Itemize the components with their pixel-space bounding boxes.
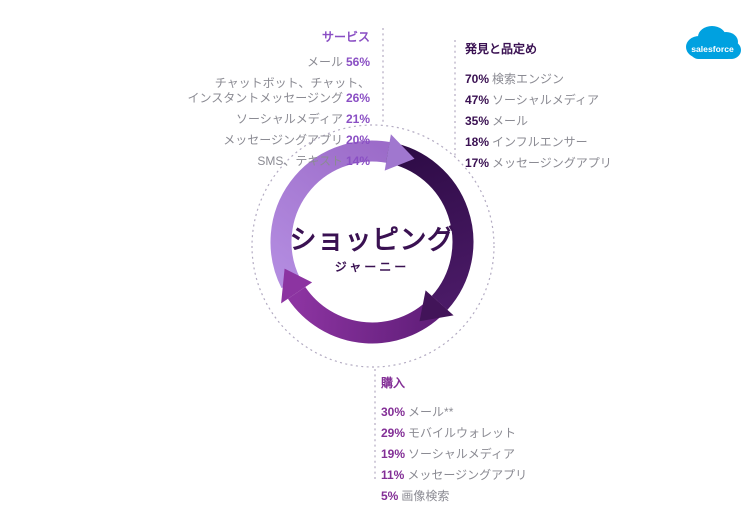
discovery-arrowhead-icon [419,290,454,322]
item-value: 20% [345,133,370,147]
section-discovery-header: 発見と品定め [465,42,538,56]
item-value: 47% [465,93,490,107]
list-item: SMS、テキスト 14% [120,154,370,169]
list-item: ソーシャルメディア 21% [120,112,370,127]
list-item: 70% 検索エンジン [465,72,695,87]
list-item: 47% ソーシャルメディア [465,93,695,108]
item-value: 35% [465,114,490,128]
item-value: 18% [465,135,490,149]
item-label: 画像検索 [401,489,450,503]
item-label: メッセージングアプリ [407,468,528,482]
section-service: サービス メール 56% チャットボット、チャット、 インスタントメッセージング 2… [120,28,370,175]
item-label: ソーシャルメディア [408,447,515,461]
item-label: モバイルウォレット [408,426,517,440]
list-item: 35% メール [465,114,695,129]
item-value: 19% [381,447,406,461]
list-item: チャットボット、チャット、 インスタントメッセージング 26% [120,76,370,106]
item-label: SMS、テキスト [257,154,343,168]
dotted-outline-circle [251,124,495,368]
section-service-header: サービス [321,30,370,44]
item-value: 30% [381,405,406,419]
item-label: メッセージングアプリ [223,133,343,147]
item-value: 56% [345,55,370,69]
salesforce-logo-text: salesforce [691,44,734,54]
item-label: インフルエンサー [492,135,588,149]
service-arc [270,140,390,289]
section-purchase: 購入 30% メール** 29% モバイルウォレット 19% ソーシャルメディア 11… [381,374,611,510]
item-label: チャットボット、チャット、 インスタントメッセージング [187,76,370,105]
list-item: 18% インフルエンサー [465,135,695,150]
purchase-arrowhead-icon [281,268,313,304]
item-value: 5% [381,489,399,503]
item-value: 29% [381,426,406,440]
item-label: メール [492,114,529,128]
salesforce-cloud-icon [686,26,741,59]
list-item: 30% メール** [381,405,611,420]
section-purchase-header: 購入 [381,376,406,390]
item-label: ソーシャルメディア [236,112,343,126]
list-item: 29% モバイルウォレット [381,426,611,441]
diagram-center-label: ショッピング ジャーニー [272,225,472,275]
list-item: 19% ソーシャルメディア [381,447,611,462]
diagram-subtitle: ジャーニー [334,260,410,274]
item-label: ソーシャルメディア [492,93,599,107]
list-item: 11% メッセージングアプリ [381,468,611,483]
item-value: 21% [345,112,370,126]
list-item: 17% メッセージングアプリ [465,156,695,171]
section-discovery: 発見と品定め 70% 検索エンジン 47% ソーシャルメディア 35% メール 18%… [465,40,695,177]
item-label: 検索エンジン [492,72,565,86]
diagram-title: ショッピング [289,225,455,255]
item-value: 70% [465,72,490,86]
discovery-arc [385,142,474,310]
list-item: 5% 画像検索 [381,489,611,504]
item-value: 14% [345,154,370,168]
item-value: 11% [381,468,405,482]
salesforce-logo: salesforce [686,26,741,59]
purchase-arc [287,286,448,344]
item-label: メッセージングアプリ [492,156,612,170]
list-item: メール 56% [120,55,370,70]
item-label: メール [306,55,343,69]
service-arrowhead-icon [384,134,415,171]
list-item: メッセージングアプリ 20% [120,133,370,148]
item-value: 26% [345,91,370,105]
item-value: 17% [465,156,490,170]
item-label: メール** [408,405,454,419]
